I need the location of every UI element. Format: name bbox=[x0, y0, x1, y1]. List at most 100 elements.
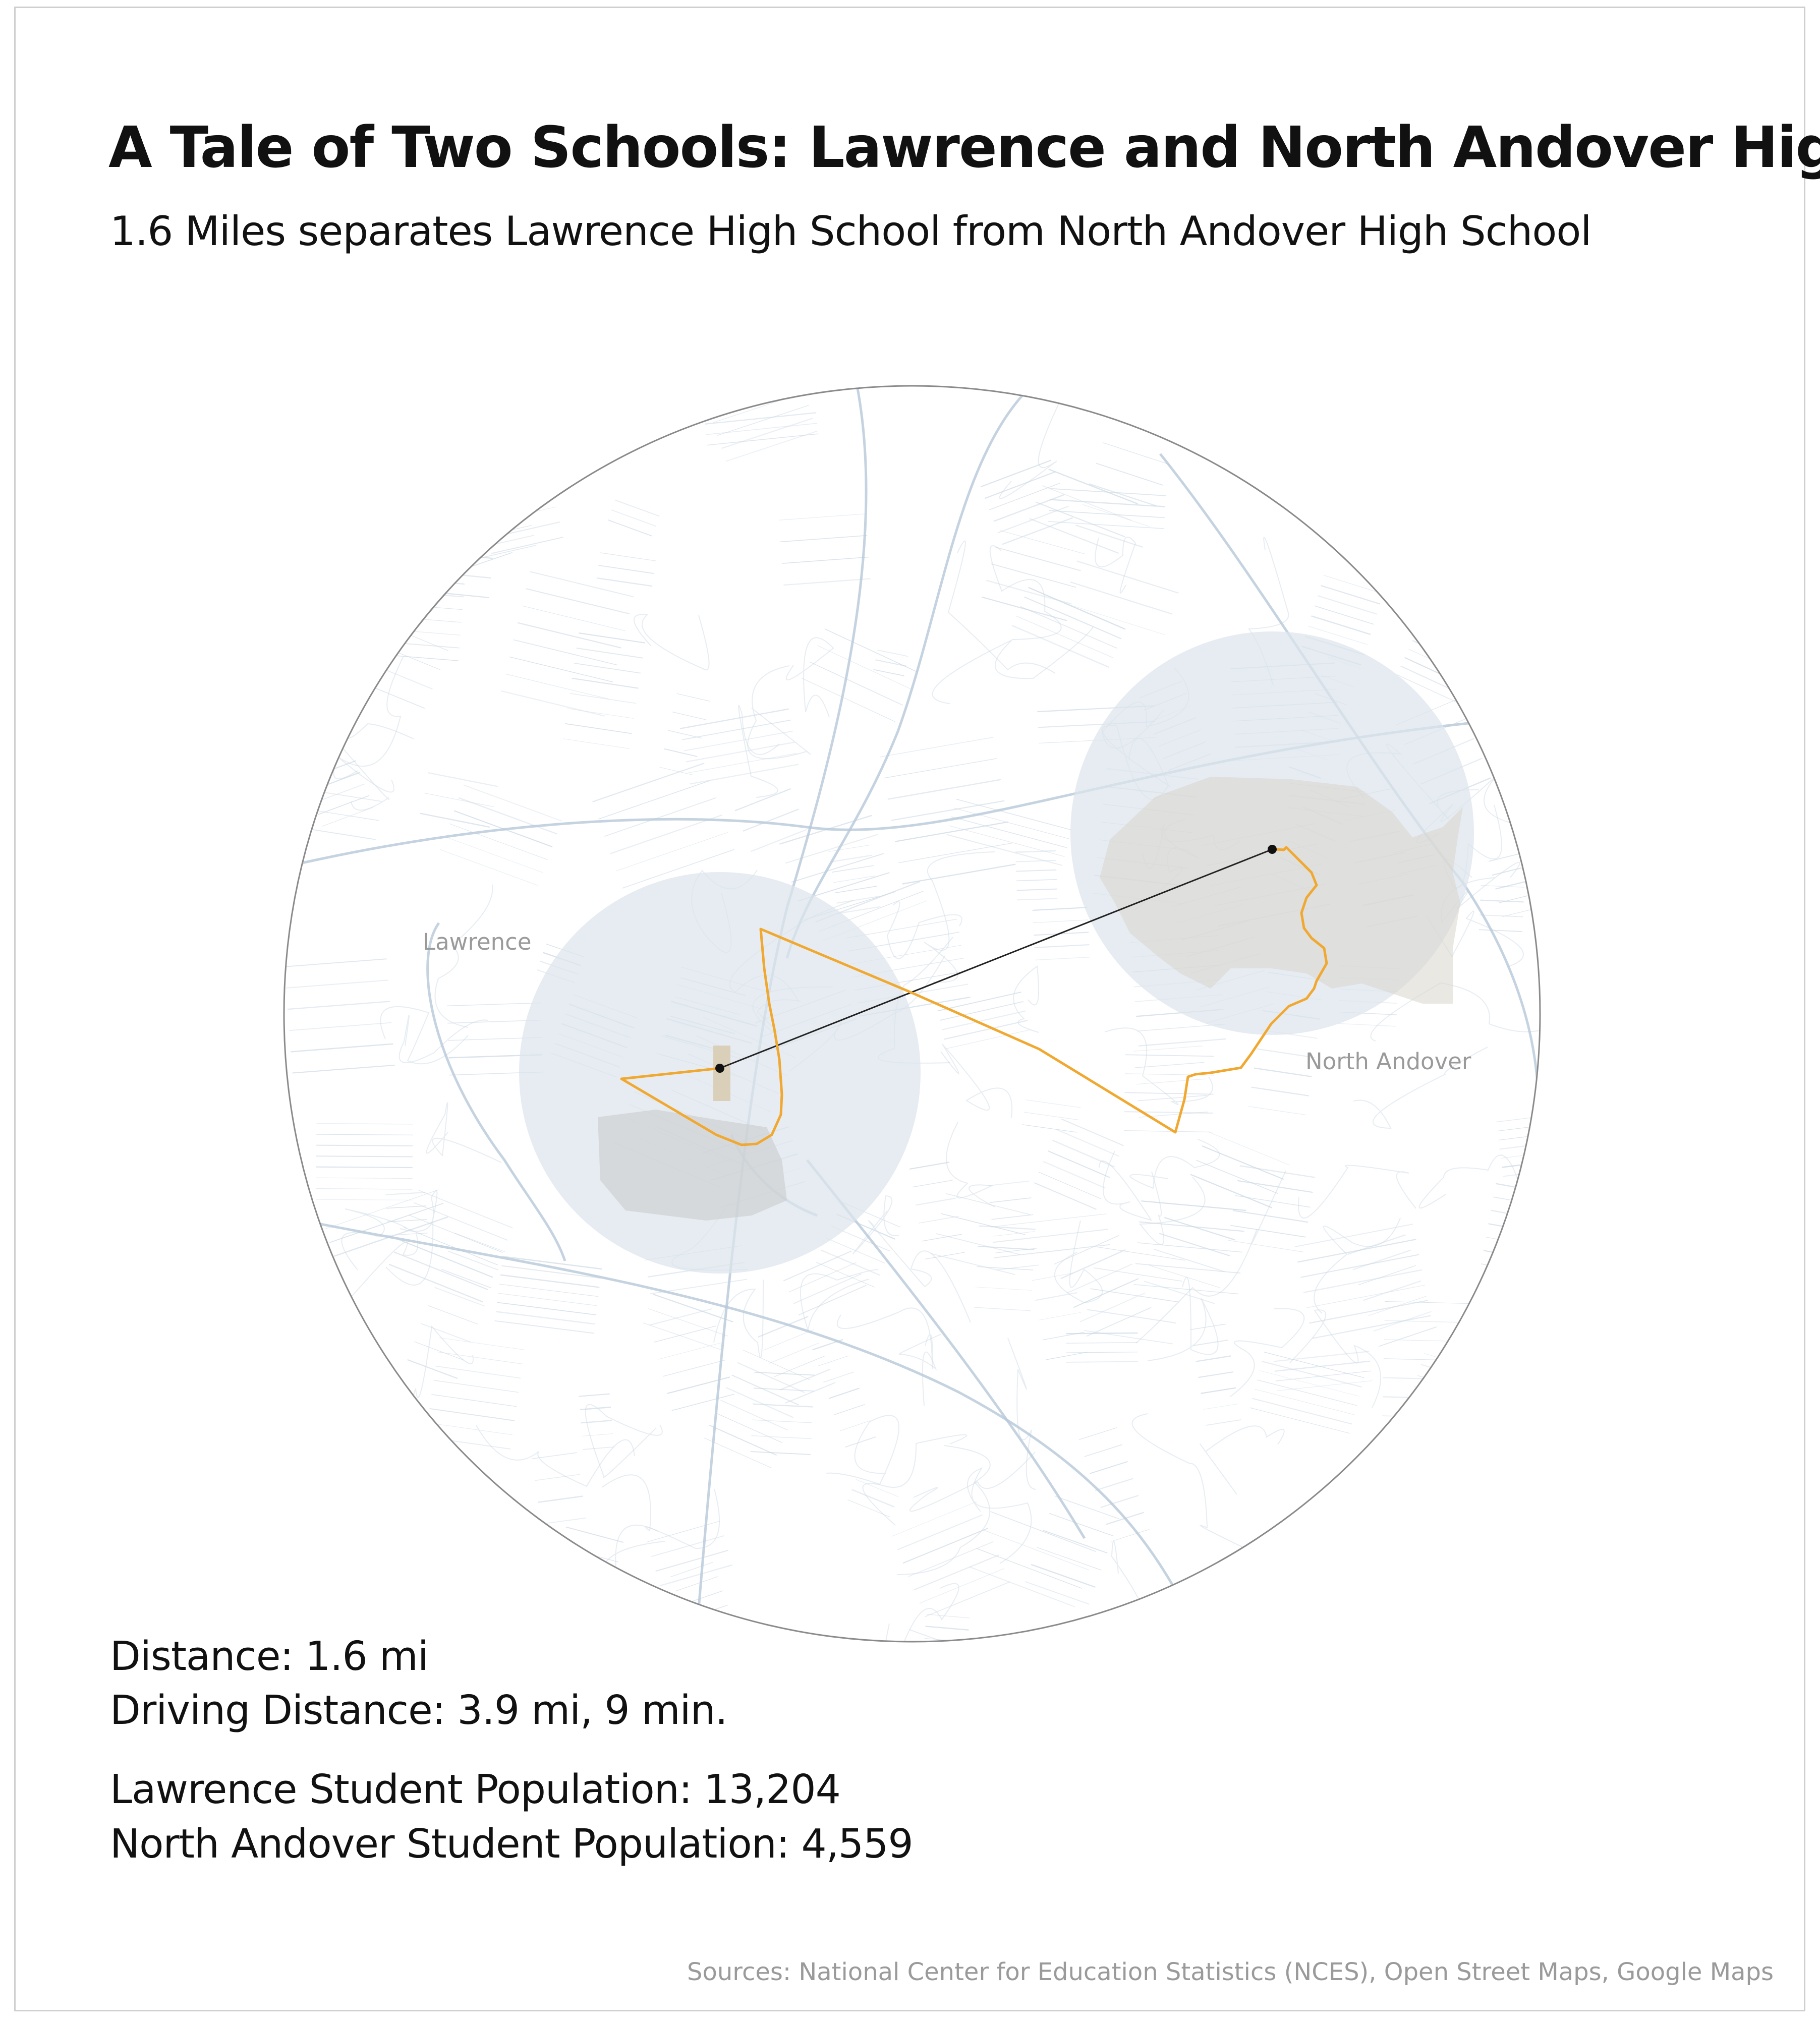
residential-road bbox=[385, 1190, 438, 1286]
minor-street bbox=[305, 527, 388, 531]
minor-street bbox=[385, 527, 495, 540]
minor-street bbox=[1087, 1309, 1176, 1324]
minor-street bbox=[753, 1403, 813, 1408]
minor-street bbox=[737, 1362, 805, 1394]
minor-street bbox=[1241, 1610, 1347, 1615]
minor-street bbox=[1478, 1396, 1522, 1414]
minor-street bbox=[1479, 1490, 1523, 1501]
minor-street bbox=[1251, 1086, 1309, 1096]
minor-street bbox=[985, 471, 1056, 499]
minor-street bbox=[303, 572, 386, 576]
minor-street bbox=[1096, 462, 1163, 486]
minor-street bbox=[1497, 1442, 1540, 1464]
residential-road bbox=[333, 747, 390, 811]
minor-street bbox=[1100, 1494, 1139, 1509]
minor-street bbox=[686, 741, 795, 763]
minor-street bbox=[1201, 1387, 1236, 1394]
minor-street bbox=[404, 1491, 454, 1499]
distance-stat: Distance: 1.6 mi bbox=[110, 1633, 429, 1680]
minor-street bbox=[659, 1564, 733, 1587]
minor-street bbox=[983, 1529, 1089, 1571]
minor-street bbox=[1243, 1551, 1350, 1556]
minor-street bbox=[1446, 1402, 1504, 1411]
minor-street bbox=[611, 509, 656, 527]
minor-street bbox=[951, 816, 1067, 848]
minor-street bbox=[616, 832, 728, 872]
residential-road bbox=[1433, 1528, 1487, 1571]
minor-street bbox=[847, 1499, 890, 1518]
minor-street bbox=[1466, 1364, 1509, 1382]
minor-street bbox=[1397, 1661, 1442, 1671]
minor-street bbox=[720, 1400, 788, 1431]
minor-street bbox=[1297, 1239, 1416, 1263]
minor-street bbox=[1321, 585, 1381, 605]
minor-street bbox=[541, 1517, 586, 1525]
residential-road bbox=[1342, 1523, 1376, 1560]
minor-street bbox=[1311, 615, 1371, 635]
minor-street bbox=[979, 1225, 1036, 1230]
town-label-lawrence: Lawrence bbox=[423, 929, 532, 955]
minor-street bbox=[821, 1249, 880, 1276]
minor-street bbox=[839, 1420, 871, 1431]
minor-street bbox=[835, 886, 877, 894]
minor-street bbox=[717, 404, 809, 436]
minor-street bbox=[1309, 1300, 1428, 1324]
driving-route bbox=[620, 846, 1328, 1146]
minor-street bbox=[454, 1233, 505, 1252]
minor-street bbox=[923, 1650, 966, 1654]
minor-street bbox=[774, 1356, 825, 1377]
minor-street bbox=[743, 1350, 811, 1380]
residential-road bbox=[940, 1044, 1013, 1119]
minor-street bbox=[991, 1213, 1107, 1228]
minor-street bbox=[1348, 491, 1446, 527]
minor-street bbox=[1076, 560, 1179, 594]
residential-road bbox=[747, 665, 811, 760]
minor-street bbox=[798, 1285, 867, 1316]
minor-street bbox=[981, 596, 1067, 621]
minor-street bbox=[916, 1197, 956, 1206]
minor-street bbox=[1402, 1639, 1447, 1642]
residential-road bbox=[426, 1102, 502, 1163]
lawrence-population-stat: Lawrence Student Population: 13,204 bbox=[110, 1766, 841, 1813]
minor-street bbox=[1496, 1107, 1540, 1123]
minor-street bbox=[1242, 1595, 1348, 1600]
minor-street bbox=[978, 1245, 1035, 1250]
minor-street bbox=[561, 407, 593, 420]
minor-street bbox=[316, 1199, 413, 1201]
minor-street bbox=[1090, 1288, 1179, 1303]
minor-street bbox=[1353, 506, 1451, 542]
minor-street bbox=[421, 1323, 472, 1343]
minor-street bbox=[1254, 1067, 1312, 1077]
minor-street bbox=[579, 632, 646, 644]
residential-road bbox=[1425, 1511, 1475, 1570]
minor-street bbox=[1342, 476, 1441, 511]
minor-street bbox=[1093, 1267, 1182, 1282]
minor-street bbox=[688, 753, 797, 774]
minor-street bbox=[778, 513, 866, 520]
residential-road bbox=[601, 1474, 720, 1549]
minor-street bbox=[1382, 1434, 1474, 1437]
minor-street bbox=[607, 519, 653, 537]
minor-street bbox=[898, 842, 1012, 863]
minor-street bbox=[1491, 1427, 1534, 1446]
minor-street bbox=[779, 1368, 830, 1391]
minor-street bbox=[1487, 1454, 1531, 1466]
minor-street bbox=[1031, 1564, 1096, 1588]
minor-street bbox=[1141, 1200, 1246, 1211]
minor-street bbox=[1347, 1234, 1406, 1255]
minor-street bbox=[1237, 1180, 1313, 1193]
minor-street bbox=[980, 459, 1052, 488]
minor-street bbox=[706, 423, 818, 435]
minor-street bbox=[1046, 1351, 1089, 1360]
minor-street bbox=[1020, 606, 1117, 649]
minor-street bbox=[837, 1661, 890, 1680]
minor-street bbox=[684, 730, 793, 751]
residential-road bbox=[1355, 1450, 1479, 1577]
minor-street bbox=[1449, 1422, 1506, 1431]
minor-street bbox=[991, 563, 1076, 588]
north-andover-parcels bbox=[1100, 777, 1463, 1004]
minor-street bbox=[463, 784, 562, 822]
minor-street bbox=[1314, 605, 1374, 625]
minor-street bbox=[583, 1447, 614, 1450]
lawrence-high-school-marker bbox=[715, 1064, 724, 1073]
